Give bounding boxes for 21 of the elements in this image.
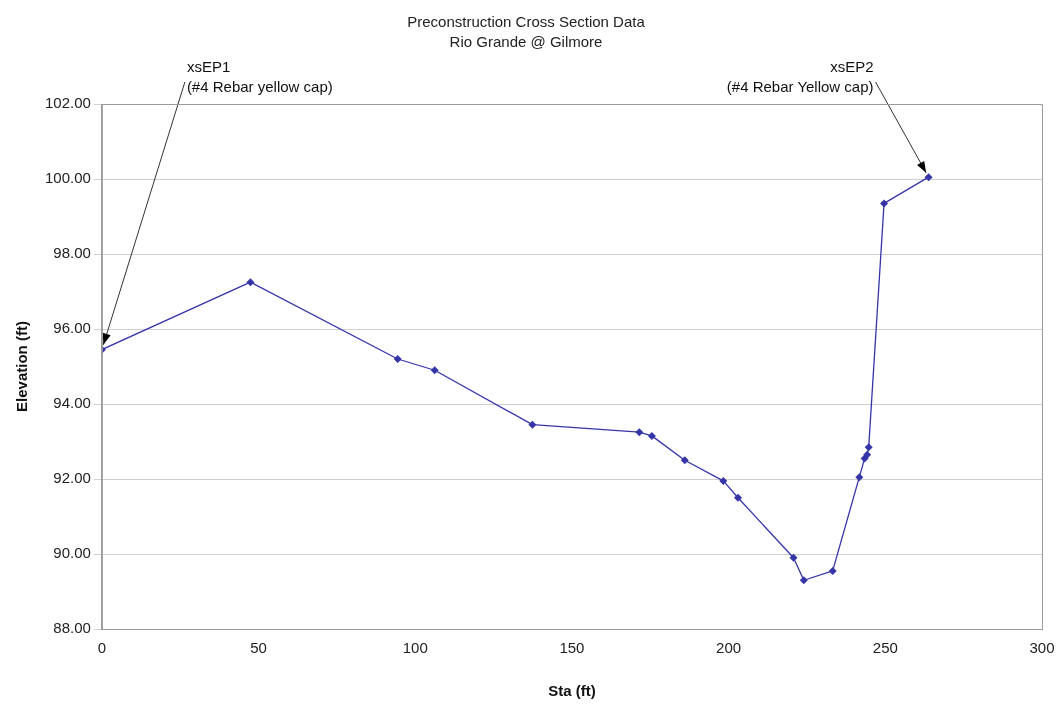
y-tick-label: 98.00 [53, 244, 91, 262]
y-axis-title: Elevation (ft) [13, 321, 31, 412]
y-tick-label: 100.00 [44, 169, 91, 187]
x-tick-label: 0 [97, 639, 107, 657]
annotation: xsEP2 (#4 Rebar Yellow cap) [726, 57, 874, 95]
y-tick-label: 88.00 [53, 619, 91, 637]
y-tick-label: 90.00 [53, 544, 91, 562]
y-tick-label: 92.00 [53, 469, 91, 487]
x-tick-label: 150 [559, 639, 585, 657]
y-tick-label: 96.00 [53, 319, 91, 337]
x-tick-label: 200 [716, 639, 742, 657]
x-tick-label: 300 [1029, 639, 1055, 657]
chart-subtitle: Rio Grande @ Gilmore [449, 33, 603, 51]
x-tick-label: 100 [402, 639, 428, 657]
x-tick-label: 250 [872, 639, 898, 657]
x-axis-title: Sta (ft) [548, 682, 596, 700]
y-tick-label: 94.00 [53, 394, 91, 412]
y-tick-label: 102.00 [44, 94, 91, 112]
annotation: xsEP1 (#4 Rebar yellow cap) [186, 57, 333, 95]
chart-title: Preconstruction Cross Section Data [407, 13, 646, 31]
x-tick-label: 50 [250, 639, 267, 657]
